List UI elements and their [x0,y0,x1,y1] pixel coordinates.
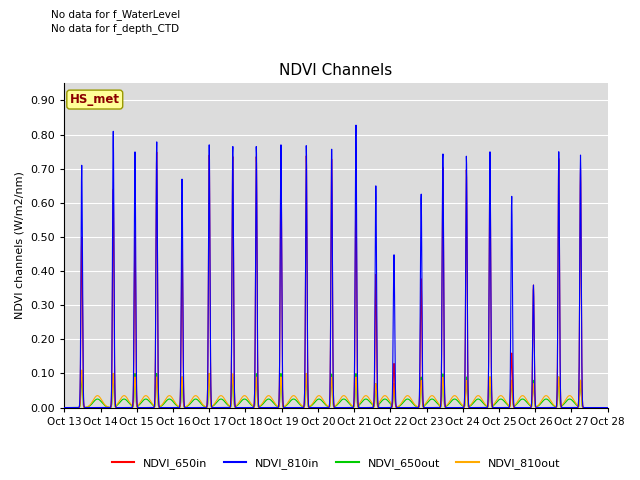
Text: HS_met: HS_met [70,93,120,106]
Y-axis label: NDVI channels (W/m2/nm): NDVI channels (W/m2/nm) [15,171,25,319]
Legend: NDVI_650in, NDVI_810in, NDVI_650out, NDVI_810out: NDVI_650in, NDVI_810in, NDVI_650out, NDV… [108,454,564,473]
Text: No data for f_WaterLevel: No data for f_WaterLevel [51,9,180,20]
Title: NDVI Channels: NDVI Channels [280,63,392,78]
Text: No data for f_depth_CTD: No data for f_depth_CTD [51,23,179,34]
